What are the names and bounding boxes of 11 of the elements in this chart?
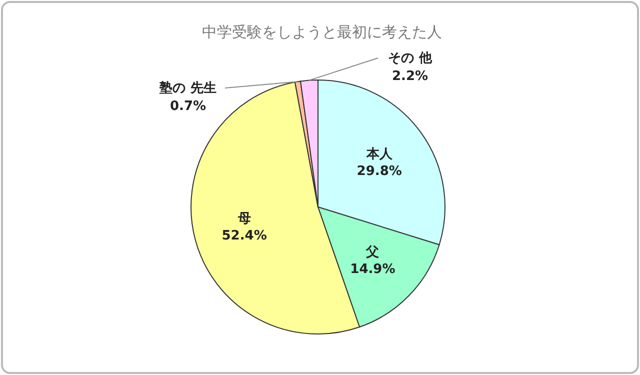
slice-label: 塾の 先生 (158, 80, 216, 96)
chart-title: 中学受験をしようと最初に考えた人 (202, 23, 442, 41)
slice-label: 父 (365, 245, 380, 260)
data-label: 2.2% (392, 69, 428, 84)
data-label: 52.4% (222, 228, 267, 244)
data-label: 14.9% (350, 262, 396, 278)
slice-label: その 他 (388, 51, 433, 66)
data-label: 29.8% (356, 164, 402, 179)
slice-label: 母 (236, 211, 251, 226)
data-label: 0.7% (170, 99, 206, 114)
slice-label: 本人 (365, 146, 394, 162)
